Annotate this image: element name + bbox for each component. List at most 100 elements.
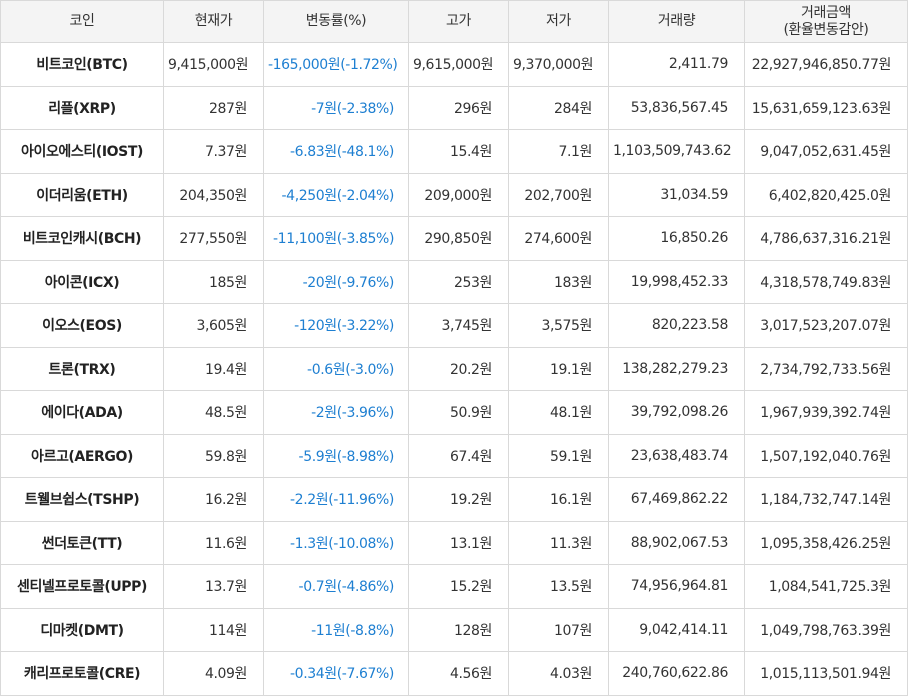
cell-coin: 센티넬프로토콜(UPP) (0, 564, 164, 609)
cell-volume: 39,792,098.26 (608, 390, 745, 435)
cell-volume: 138,282,279.23 (608, 346, 745, 391)
cell-volume: 9,042,414.11 (608, 607, 745, 652)
cell-change: -0.7원(-4.86%) (263, 564, 409, 609)
cell-low: 274,600원 (508, 216, 609, 261)
cell-low: 19.1원 (508, 346, 609, 391)
cell-high: 296원 (408, 85, 509, 130)
cell-coin: 비트코인캐시(BCH) (0, 216, 164, 261)
cell-change: -120원(-3.22%) (263, 303, 409, 348)
cell-amount: 1,015,113,501.94원 (744, 651, 908, 696)
cell-coin: 디마켓(DMT) (0, 607, 164, 652)
table-row: 아르고(AERGO) 59.8원 -5.9원(-8.98%) 67.4원 59.1원 23… (0, 433, 908, 478)
cell-change: -0.34원(-7.67%) (263, 651, 409, 696)
cell-price: 7.37원 (163, 129, 264, 174)
cell-high: 15.2원 (408, 564, 509, 609)
cell-volume: 53,836,567.45 (608, 85, 745, 130)
cell-change: -20원(-9.76%) (263, 259, 409, 304)
cell-coin: 비트코인(BTC) (0, 42, 164, 87)
header-high: 고가 (408, 0, 509, 43)
cell-high: 128원 (408, 607, 509, 652)
cell-volume: 23,638,483.74 (608, 433, 745, 478)
cell-volume: 19,998,452.33 (608, 259, 745, 304)
cell-amount: 4,318,578,749.83원 (744, 259, 908, 304)
cell-volume: 820,223.58 (608, 303, 745, 348)
cell-change: -1.3원(-10.08%) (263, 520, 409, 565)
table-row: 비트코인(BTC) 9,415,000원 -165,000원(-1.72%) 9,61… (0, 42, 908, 87)
cell-price: 59.8원 (163, 433, 264, 478)
cell-price: 48.5원 (163, 390, 264, 435)
table-row: 트웰브쉽스(TSHP) 16.2원 -2.2원(-11.96%) 19.2원 16.1원… (0, 477, 908, 522)
cell-price: 13.7원 (163, 564, 264, 609)
cell-price: 4.09원 (163, 651, 264, 696)
cell-price: 204,350원 (163, 172, 264, 217)
table-row: 트론(TRX) 19.4원 -0.6원(-3.0%) 20.2원 19.1원 138,28… (0, 346, 908, 391)
cell-change: -2원(-3.96%) (263, 390, 409, 435)
table-row: 썬더토큰(TT) 11.6원 -1.3원(-10.08%) 13.1원 11.3원 88,… (0, 520, 908, 565)
cell-volume: 2,411.79 (608, 42, 745, 87)
table-row: 캐리프로토콜(CRE) 4.09원 -0.34원(-7.67%) 4.56원 4.03원… (0, 651, 908, 696)
cell-amount: 1,084,541,725.3원 (744, 564, 908, 609)
cell-high: 9,615,000원 (408, 42, 509, 87)
cell-high: 253원 (408, 259, 509, 304)
cell-low: 7.1원 (508, 129, 609, 174)
cell-change: -165,000원(-1.72%) (263, 42, 409, 87)
cell-price: 114원 (163, 607, 264, 652)
header-price: 현재가 (163, 0, 264, 43)
cell-amount: 4,786,637,316.21원 (744, 216, 908, 261)
table-row: 비트코인캐시(BCH) 277,550원 -11,100원(-3.85%) 290,8… (0, 216, 908, 261)
table-row: 이오스(EOS) 3,605원 -120원(-3.22%) 3,745원 3,575원 8… (0, 303, 908, 348)
cell-coin: 썬더토큰(TT) (0, 520, 164, 565)
table-row: 디마켓(DMT) 114원 -11원(-8.8%) 128원 107원 9,042,414… (0, 607, 908, 652)
cell-coin: 트론(TRX) (0, 346, 164, 391)
cell-low: 183원 (508, 259, 609, 304)
cell-high: 4.56원 (408, 651, 509, 696)
cell-coin: 캐리프로토콜(CRE) (0, 651, 164, 696)
cell-volume: 16,850.26 (608, 216, 745, 261)
cell-change: -0.6원(-3.0%) (263, 346, 409, 391)
cell-change: -5.9원(-8.98%) (263, 433, 409, 478)
cell-low: 284원 (508, 85, 609, 130)
cell-price: 11.6원 (163, 520, 264, 565)
cell-high: 20.2원 (408, 346, 509, 391)
table-row: 아이콘(ICX) 185원 -20원(-9.76%) 253원 183원 19,998,4… (0, 259, 908, 304)
cell-amount: 9,047,052,631.45원 (744, 129, 908, 174)
cell-volume: 31,034.59 (608, 172, 745, 217)
cell-low: 48.1원 (508, 390, 609, 435)
cell-amount: 15,631,659,123.63원 (744, 85, 908, 130)
cell-price: 277,550원 (163, 216, 264, 261)
cell-volume: 67,469,862.22 (608, 477, 745, 522)
cell-volume: 1,103,509,743.62 (608, 129, 745, 174)
cell-amount: 6,402,820,425.0원 (744, 172, 908, 217)
table-row: 리플(XRP) 287원 -7원(-2.38%) 296원 284원 53,836,567… (0, 85, 908, 130)
cell-amount: 2,734,792,733.56원 (744, 346, 908, 391)
table-body: 비트코인(BTC) 9,415,000원 -165,000원(-1.72%) 9,61… (0, 42, 908, 696)
cell-coin: 리플(XRP) (0, 85, 164, 130)
cell-change: -4,250원(-2.04%) (263, 172, 409, 217)
cell-volume: 88,902,067.53 (608, 520, 745, 565)
cell-coin: 에이다(ADA) (0, 390, 164, 435)
cell-coin: 아르고(AERGO) (0, 433, 164, 478)
cell-amount: 1,967,939,392.74원 (744, 390, 908, 435)
cell-price: 16.2원 (163, 477, 264, 522)
header-amount-line2: (환율변동감안) (783, 21, 869, 38)
cell-high: 3,745원 (408, 303, 509, 348)
cell-price: 9,415,000원 (163, 42, 264, 87)
cell-price: 287원 (163, 85, 264, 130)
header-low: 저가 (508, 0, 609, 43)
table-row: 이더리움(ETH) 204,350원 -4,250원(-2.04%) 209,000원… (0, 172, 908, 217)
cell-amount: 3,017,523,207.07원 (744, 303, 908, 348)
cell-coin: 트웰브쉽스(TSHP) (0, 477, 164, 522)
cell-low: 13.5원 (508, 564, 609, 609)
header-change: 변동률(%) (263, 0, 409, 43)
cell-low: 9,370,000원 (508, 42, 609, 87)
cell-change: -6.83원(-48.1%) (263, 129, 409, 174)
table-header-row: 코인 현재가 변동률(%) 고가 저가 거래량 거래금액 (환율변동감안) (0, 0, 908, 43)
header-amount: 거래금액 (환율변동감안) (744, 0, 908, 43)
cell-change: -11원(-8.8%) (263, 607, 409, 652)
cell-coin: 아이오에스티(IOST) (0, 129, 164, 174)
table-row: 아이오에스티(IOST) 7.37원 -6.83원(-48.1%) 15.4원 7.1원… (0, 129, 908, 174)
cell-volume: 74,956,964.81 (608, 564, 745, 609)
cell-low: 59.1원 (508, 433, 609, 478)
table-row: 센티넬프로토콜(UPP) 13.7원 -0.7원(-4.86%) 15.2원 13.5원… (0, 564, 908, 609)
